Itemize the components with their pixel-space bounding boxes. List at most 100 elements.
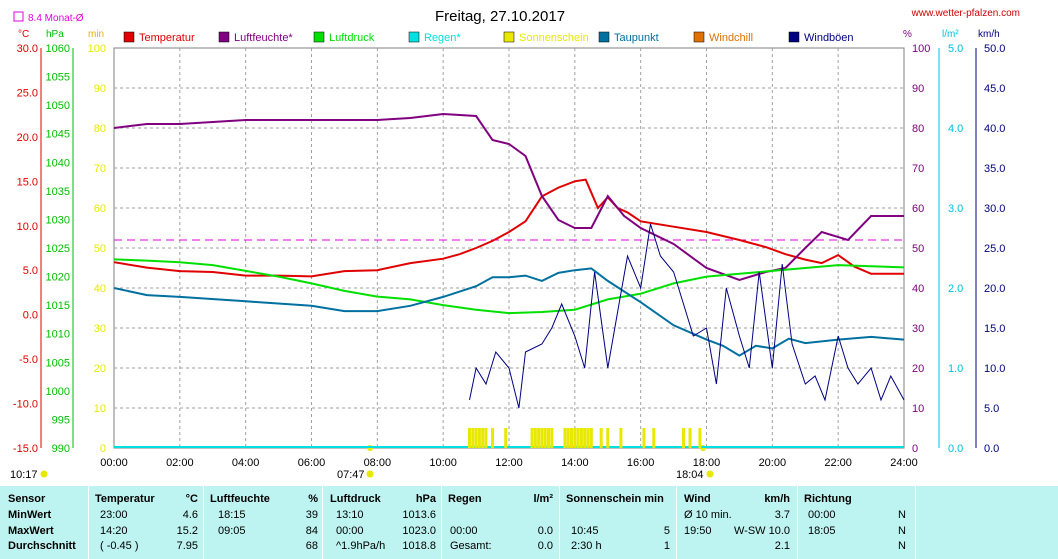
stats-separator: [88, 486, 89, 559]
humidity-tick-label: 70: [912, 163, 924, 175]
stats-header-rain: Regen: [448, 493, 482, 505]
series-line: [113, 267, 905, 357]
x-tick-label: 06:00: [298, 457, 326, 469]
wind-tick-label: 0.0: [984, 443, 999, 455]
legend-label: Windböen: [804, 32, 854, 44]
unit-humidity: %: [903, 29, 912, 40]
sunshine-bar: [619, 428, 623, 448]
x-tick-label: 10:00: [429, 457, 457, 469]
stats-rain-time: Gesamt:: [450, 540, 492, 552]
stats-direction-value: N: [898, 540, 906, 552]
stats-pressure-value: 1023.0: [402, 524, 436, 537]
stats-separator: [441, 486, 442, 559]
stats-wind-value: 3.7: [774, 509, 790, 521]
stats-separator: [676, 486, 677, 559]
stats-rain-time: 00:00: [450, 524, 478, 537]
pressure-tick-label: 1020: [46, 272, 70, 284]
sun-tick-label: 50: [94, 243, 106, 255]
legend-swatch: [598, 31, 610, 43]
sunshine-bar: [547, 428, 550, 448]
temp-tick-label: 25.0: [17, 87, 38, 99]
sunshine-bar: [530, 428, 534, 448]
legend-swatch: [313, 31, 325, 43]
stats-temp-value: 15.2: [176, 524, 198, 537]
pressure-tick-label: 1000: [46, 386, 70, 398]
wind-tick-label: 30.0: [984, 203, 1005, 215]
x-tick-label: 18:00: [693, 457, 721, 469]
series-line: [113, 112, 904, 282]
series-line: [469, 223, 905, 409]
sun-tick-label: 70: [94, 163, 106, 175]
sunshine-bar: [504, 428, 508, 448]
stats-header-pressure-unit: hPa: [415, 493, 436, 505]
avg-legend-label: 8.4 Monat-Ø: [28, 13, 84, 24]
x-tick-label: 14:00: [561, 457, 589, 469]
stats-pressure-time: 13:10: [336, 509, 364, 521]
sunshine-bar: [688, 428, 692, 448]
stats-sun-time: 2:30 h: [571, 540, 602, 552]
stats-humidity-value: 84: [305, 524, 318, 537]
temp-tick-label: 10.0: [17, 221, 38, 233]
stats-row-label: MinWert: [8, 509, 52, 521]
sunrise-sun-icon: [366, 470, 374, 478]
sun-tick-label: 90: [94, 83, 106, 95]
sun-tick-label: 60: [94, 203, 106, 215]
stats-header-temp: Temperatur: [95, 493, 155, 505]
legend-label: Luftfeuchte*: [234, 32, 293, 44]
sun-tick-label: 0: [100, 443, 106, 455]
stats-row-label: Durchschnitt: [8, 540, 76, 552]
stats-humidity-value: 39: [305, 509, 318, 521]
stats-humidity-time: 18:15: [218, 509, 246, 521]
unit-temp: °C: [18, 29, 29, 40]
humidity-tick-label: 10: [912, 403, 924, 415]
stats-header-temp-unit: °C: [185, 493, 198, 505]
stats-pressure-value: 1013.6: [402, 509, 436, 521]
sunrise-label: 07:47: [337, 469, 365, 481]
temp-tick-label: -5.0: [19, 354, 38, 366]
unit-pressure: hPa: [46, 29, 64, 40]
sun-tick-label: 20: [94, 363, 106, 375]
wind-tick-label: 50.0: [984, 43, 1005, 55]
sunset-label: 18:04: [676, 469, 704, 481]
stats-pressure-time: 00:00: [336, 524, 364, 537]
x-tick-label: 22:00: [824, 457, 852, 469]
pressure-tick-label: 990: [52, 443, 70, 455]
series-line: [113, 178, 904, 278]
sunshine-bar: [642, 428, 646, 448]
sunshine-bar: [477, 428, 481, 448]
sun-tick-label: 30: [94, 323, 106, 335]
wind-tick-label: 25.0: [984, 243, 1005, 255]
stats-rain-value: 0.0: [537, 524, 553, 537]
sunshine-bar: [540, 428, 544, 448]
legend-label: Temperatur: [139, 32, 195, 44]
sunshine-bar: [589, 428, 593, 448]
pressure-tick-label: 1045: [46, 129, 70, 141]
stats-temp-value: 4.6: [182, 509, 198, 521]
stats-header-wind: Wind: [684, 493, 711, 505]
sunshine-bar: [537, 428, 541, 448]
stats-temp-time: ( -0.45 ): [100, 540, 139, 552]
unit-sun: min: [88, 29, 104, 40]
stats-header-direction: Richtung: [804, 493, 852, 505]
sunshine-bar: [471, 428, 475, 448]
legend-label: Luftdruck: [329, 32, 375, 44]
rain-tick-label: 2.0: [948, 283, 963, 295]
sunshine-bar: [474, 428, 478, 448]
rain-tick-label: 3.0: [948, 203, 963, 215]
sunshine-bar: [566, 428, 570, 448]
sunshine-bar: [606, 428, 610, 448]
legend-swatch: [693, 31, 705, 43]
temp-tick-label: 15.0: [17, 176, 38, 188]
stats-header-pressure: Luftdruck: [330, 493, 381, 505]
stats-header-sun: Sonnenschein min: [566, 493, 664, 505]
sunshine-bar: [698, 428, 702, 448]
legend-swatch: [788, 31, 800, 43]
legend-swatch: [218, 31, 230, 43]
stats-wind-value: W-SW 10.0: [733, 524, 790, 537]
legend-swatch: [408, 31, 420, 43]
stats-wind-value: 2.1: [774, 540, 790, 552]
sunshine-bar: [652, 428, 656, 448]
humidity-tick-label: 50: [912, 243, 924, 255]
wind-tick-label: 5.0: [984, 403, 999, 415]
chart-title: Freitag, 27.10.2017: [435, 8, 565, 25]
